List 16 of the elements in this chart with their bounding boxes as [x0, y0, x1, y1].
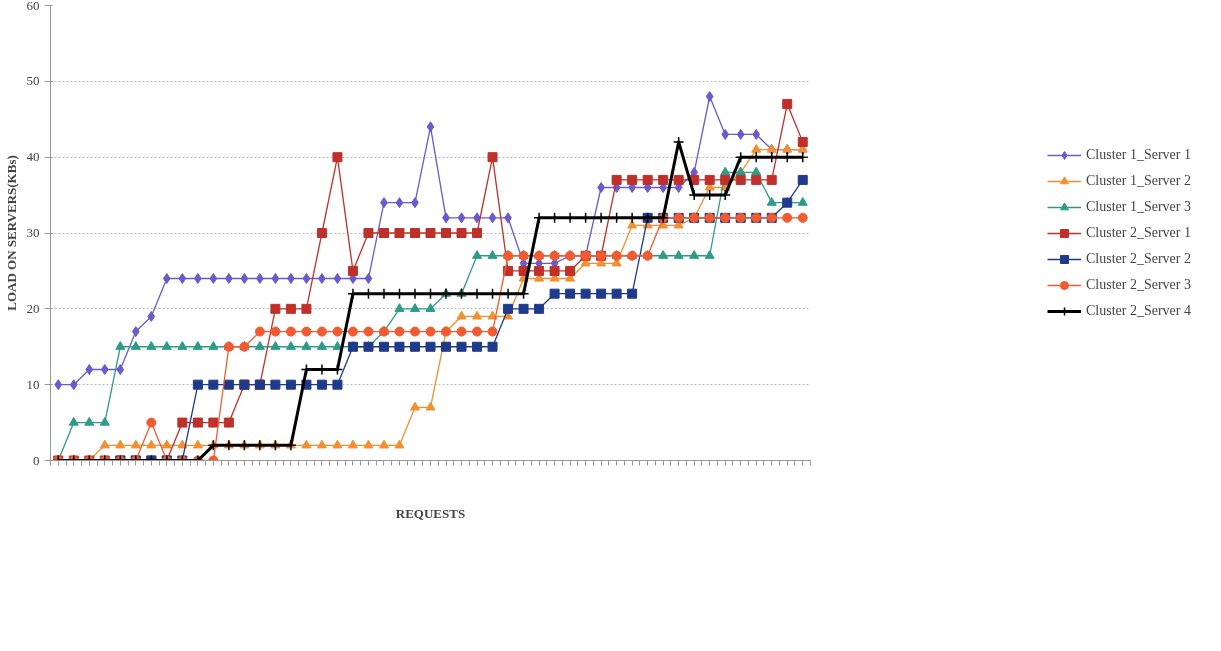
y-axis-title: LOAD ON SERVERS(KBs) — [3, 155, 19, 311]
y-tick-label: 40 — [26, 149, 40, 165]
legend-label: Cluster 2_Server 1 — [1086, 224, 1191, 241]
legend-label: Cluster 2_Server 3 — [1086, 276, 1191, 293]
legend-label: Cluster 1_Server 1 — [1086, 146, 1191, 163]
legend-label: Cluster 1_Server 2 — [1086, 172, 1191, 189]
legend-label: Cluster 1_Server 3 — [1086, 198, 1191, 215]
y-tick-label: 10 — [26, 376, 40, 392]
y-tick-label: 60 — [26, 0, 40, 13]
y-tick-label: 30 — [26, 225, 40, 240]
y-tick-label: 0 — [33, 452, 40, 468]
legend-label: Cluster 2_Server 2 — [1086, 250, 1191, 267]
legend-label: Cluster 2_Server 4 — [1086, 302, 1191, 319]
y-tick-label: 50 — [26, 73, 40, 89]
y-tick-label: 20 — [26, 300, 40, 316]
x-axis-title: REQUESTS — [395, 505, 466, 521]
